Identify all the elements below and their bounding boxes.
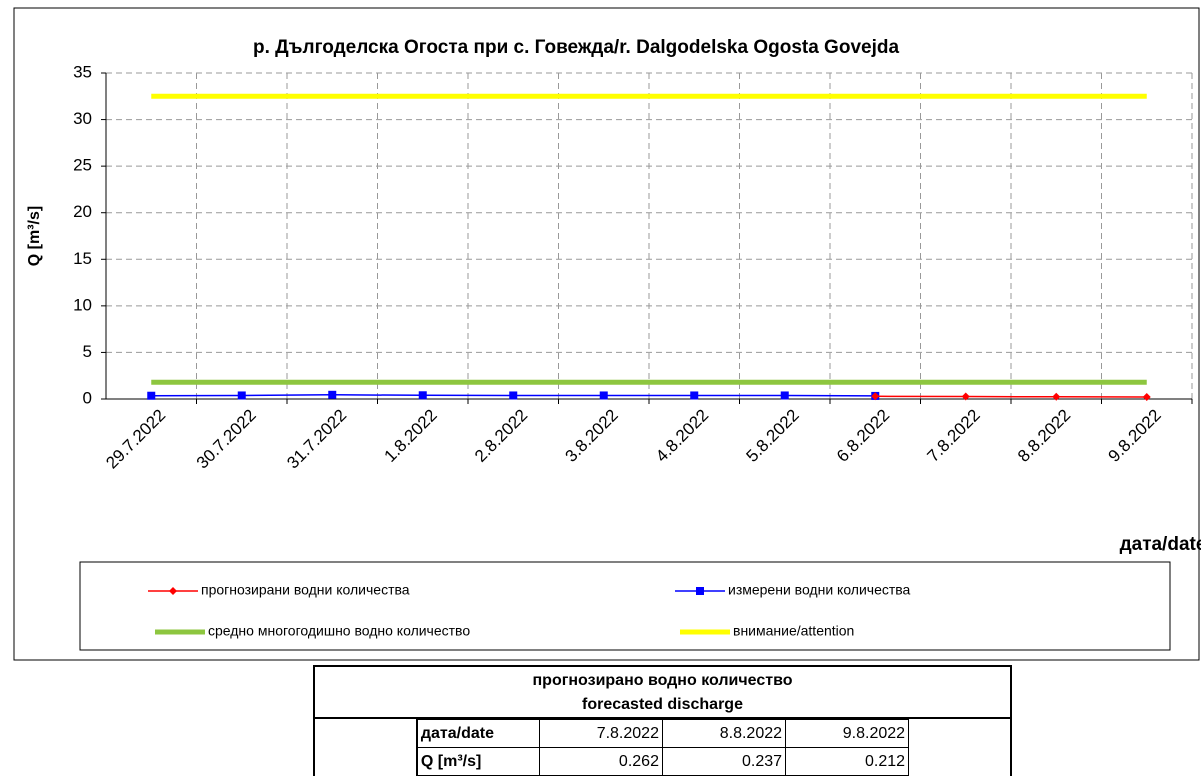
- y-tick-label: 15: [73, 249, 92, 268]
- marker: [418, 391, 427, 400]
- table-title-line: прогнозирано водно количество: [532, 672, 793, 689]
- table-row: Q [m³/s] 0.262 0.237 0.212: [315, 747, 1010, 776]
- forecast-table: прогнозирано водно количество forecasted…: [313, 665, 1012, 776]
- table-cell: 9.8.2022: [785, 719, 910, 748]
- table-cell: [909, 748, 1010, 776]
- table-row: дата/date 7.8.2022 8.8.2022 9.8.2022: [315, 719, 1010, 748]
- table-cell: 0.237: [661, 747, 787, 776]
- legend: [79, 561, 1171, 651]
- marker: [509, 391, 518, 400]
- marker: [599, 391, 608, 400]
- y-tick-label: 10: [73, 295, 92, 314]
- legend-label: внимание/attention: [733, 623, 854, 639]
- legend-label: прогнозирани водни количества: [201, 582, 410, 598]
- table-title-line: forecasted discharge: [582, 696, 743, 713]
- table-title: прогнозирано водно количество forecasted…: [315, 667, 1010, 719]
- marker: [1142, 393, 1151, 402]
- table-cell: [315, 748, 417, 776]
- y-tick-label: 5: [83, 342, 92, 361]
- marker: [237, 391, 246, 400]
- chart-title: р. Дългоделска Огоста при с. Говежда/r. …: [253, 37, 899, 58]
- marker: [328, 390, 337, 399]
- marker: [1052, 392, 1061, 401]
- marker: [690, 391, 699, 400]
- legend-marker: [696, 587, 704, 595]
- x-axis-label: дата/date: [1120, 534, 1201, 555]
- y-tick-label: 30: [73, 109, 92, 128]
- legend-label: средно многогодишно водно количество: [208, 623, 470, 639]
- series-line: [875, 395, 1147, 398]
- y-tick-label: 25: [73, 156, 92, 175]
- table-body: дата/date 7.8.2022 8.8.2022 9.8.2022 Q [m³/s…: [315, 719, 1010, 776]
- marker: [871, 392, 880, 401]
- table-cell: [315, 720, 417, 748]
- marker: [147, 391, 156, 400]
- table-cell: [909, 720, 1010, 748]
- table-cell: 8.8.2022: [661, 719, 787, 748]
- table-cell: 0.262: [538, 747, 663, 776]
- y-axis-label: Q [m³/s]: [26, 206, 43, 266]
- marker: [780, 391, 789, 400]
- legend-marker: [169, 587, 177, 595]
- y-tick-label: 35: [73, 62, 92, 81]
- table-cell: Q [m³/s]: [415, 747, 540, 776]
- table-cell: 0.212: [785, 747, 910, 776]
- legend-label: измерени водни количества: [728, 582, 911, 598]
- y-tick-label: 0: [83, 388, 92, 407]
- table-cell: 7.8.2022: [538, 719, 663, 748]
- table-cell: дата/date: [415, 719, 540, 748]
- y-tick-label: 20: [73, 202, 92, 221]
- chart: р. Дългоделска Огоста при с. Говежда/r. …: [13, 7, 1201, 661]
- marker: [961, 392, 970, 401]
- chart-frame: [13, 7, 1200, 661]
